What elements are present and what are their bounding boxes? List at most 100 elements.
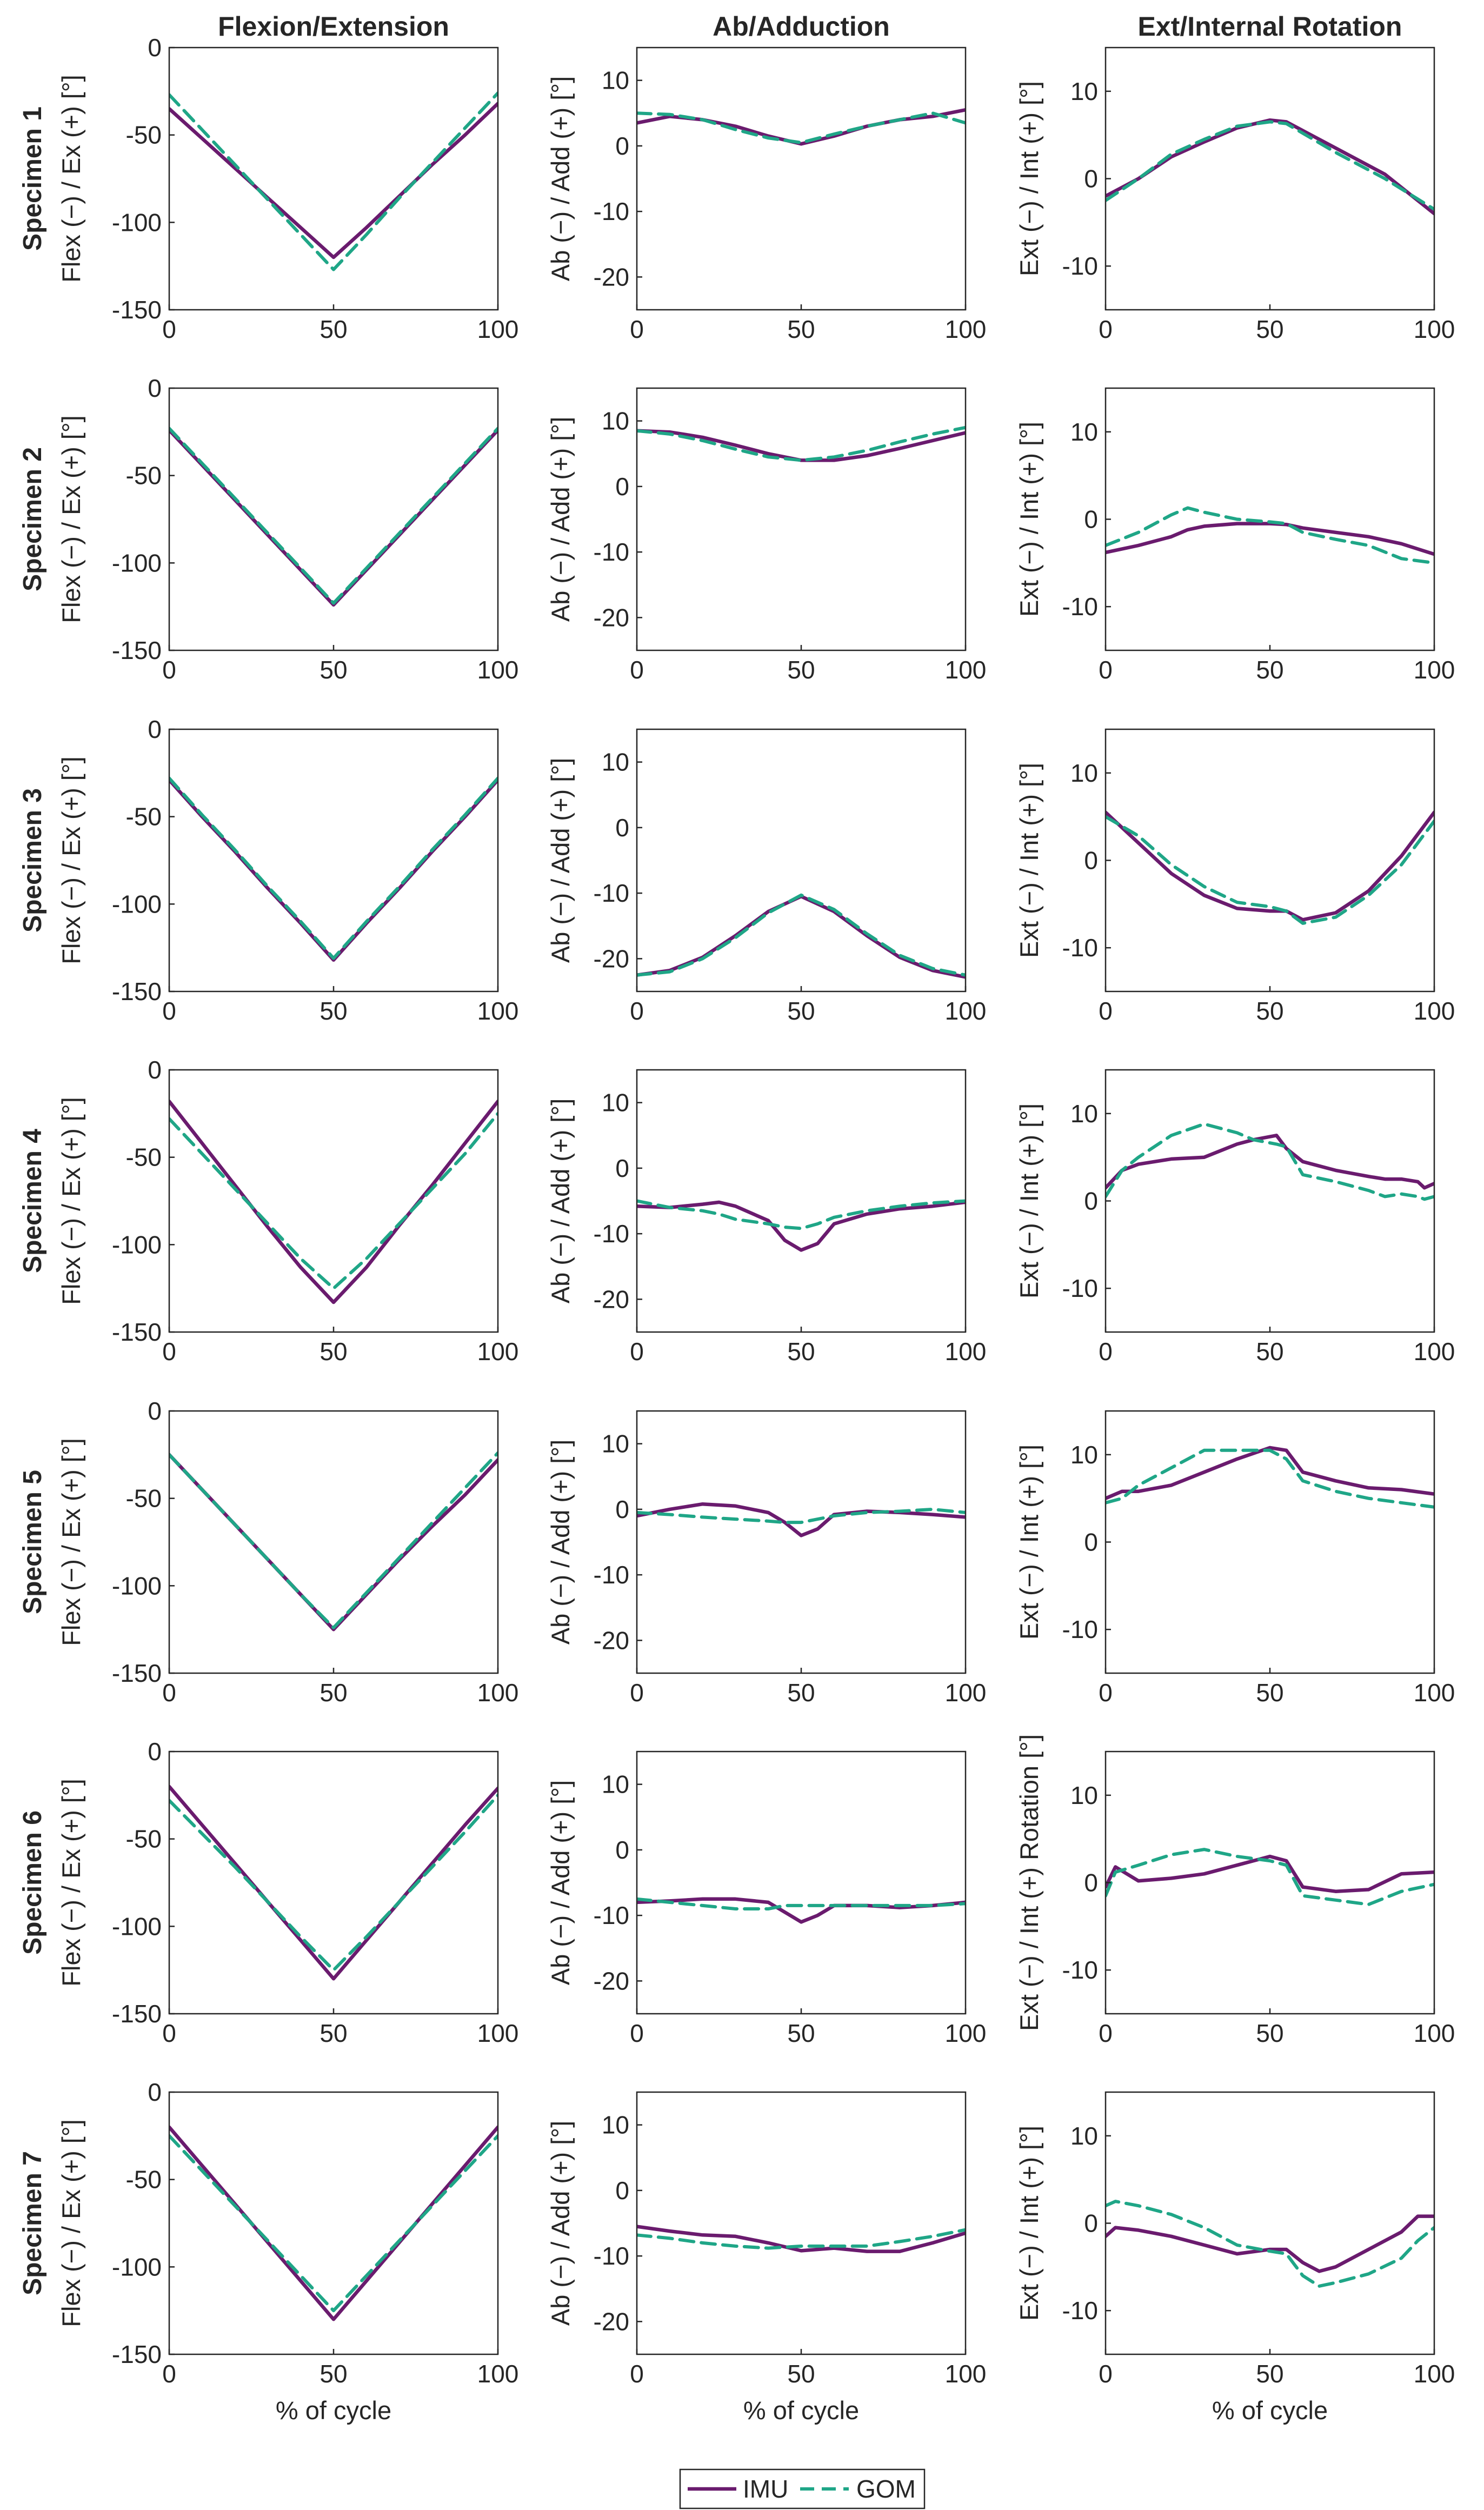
x-tick-label: 100 — [1414, 2360, 1455, 2388]
column-title: Ab/Adduction — [713, 11, 890, 42]
x-tick-label: 0 — [162, 2019, 176, 2047]
y-tick-label: -20 — [594, 1626, 629, 1654]
axes-box — [168, 1410, 499, 1674]
series-line-gom — [1106, 1448, 1434, 1509]
series-line-gom — [169, 1111, 498, 1290]
subplot: 0 50 100 -20 -10 0 10 Ab (−) / Add (+) [°] — [546, 387, 987, 684]
y-tick-label: -10 — [594, 197, 629, 225]
row-title: Specimen 6 — [18, 1810, 47, 1955]
axes-box — [1104, 2091, 1435, 2355]
y-tick-label: -50 — [126, 1825, 162, 1853]
x-tick-label: 0 — [162, 656, 176, 684]
series-line-gom — [169, 91, 498, 271]
axes-box — [636, 1410, 967, 1674]
y-tick-label: 10 — [1070, 1441, 1098, 1469]
series-line-gom — [637, 425, 966, 462]
series-line-gom — [637, 2228, 966, 2250]
series-line-imu — [637, 1200, 966, 1252]
y-tick-label: -10 — [1062, 592, 1098, 621]
y-tick-label: 0 — [615, 132, 629, 160]
y-tick-label: -10 — [594, 538, 629, 566]
legend: IMU GOM — [679, 2468, 926, 2509]
x-tick-label: 100 — [1414, 656, 1455, 684]
x-tick-label: 0 — [162, 315, 176, 343]
column-titles: Flexion/Extension Ab/Adduction Ext/Interna… — [218, 11, 1402, 42]
y-tick-label: 10 — [1070, 77, 1098, 105]
y-tick-label: 0 — [148, 1737, 162, 1766]
subplot: 0 50 100 -150 -100 -50 0 Flex (−) / Ex (+) [°] — [57, 374, 518, 684]
y-axis-label: Ext (−) / Int (+) [°] — [1015, 1103, 1043, 1299]
y-tick-label: -10 — [1062, 1274, 1098, 1302]
series-line-imu — [637, 2225, 966, 2253]
y-axis-label: Flex (−) / Ex (+) [°] — [57, 1779, 85, 1986]
y-tick-label: -100 — [112, 208, 162, 236]
series-line-gom — [169, 1793, 498, 1972]
y-tick-label: -10 — [594, 2242, 629, 2270]
y-axis-label: Flex (−) / Ex (+) [°] — [57, 75, 85, 282]
y-tick-label: -10 — [1062, 2296, 1098, 2325]
series-line-imu — [169, 778, 498, 962]
y-tick-label: -50 — [126, 1143, 162, 1171]
y-axis-label: Ext (−) / Int (+) [°] — [1015, 422, 1043, 617]
y-tick-label: 0 — [1084, 1869, 1098, 1897]
axes-box — [168, 1750, 499, 2015]
row-titles: Specimen 1 Specimen 2 Specimen 3 Specimen 4… — [18, 106, 47, 2295]
series-line-gom — [169, 776, 498, 960]
x-tick-label: 100 — [945, 656, 987, 684]
y-tick-label: -20 — [594, 263, 629, 291]
x-tick-label: 50 — [787, 2360, 815, 2388]
legend-label-gom: GOM — [856, 2475, 916, 2503]
y-tick-label: -10 — [1062, 252, 1098, 280]
y-tick-label: 0 — [615, 1836, 629, 1864]
x-tick-label: 50 — [787, 1679, 815, 1707]
y-tick-label: -100 — [112, 890, 162, 918]
y-axis-label: Ab (−) / Add (+) [°] — [546, 1440, 575, 1645]
x-tick-label: 100 — [945, 2360, 987, 2388]
y-tick-label: 0 — [615, 2176, 629, 2205]
y-tick-label: -10 — [594, 1561, 629, 1589]
y-tick-label: -150 — [112, 2000, 162, 2028]
y-tick-label: -10 — [594, 1901, 629, 1929]
x-tick-label: 0 — [162, 1337, 176, 1366]
axes-box — [168, 387, 499, 651]
series-line-gom — [1106, 2200, 1434, 2288]
y-axis-label: Ext (−) / Int (+) Rotation [°] — [1015, 1734, 1043, 2031]
y-axis-label: Ab (−) / Add (+) [°] — [546, 758, 575, 963]
y-tick-label: 10 — [1070, 1781, 1098, 1809]
subplot: 0 50 100 -10 0 10 Ext (−) / Int (+) [°] — [1015, 387, 1455, 684]
series-line-gom — [637, 1507, 966, 1524]
x-tick-label: 0 — [630, 2360, 644, 2388]
x-tick-label: 50 — [320, 997, 347, 1025]
y-tick-label: -20 — [594, 1967, 629, 1995]
y-tick-label: 10 — [602, 66, 629, 95]
y-tick-label: 10 — [1070, 1100, 1098, 1128]
series-line-imu — [169, 428, 498, 607]
y-tick-label: -50 — [126, 803, 162, 831]
y-axis-label: Ext (−) / Int (+) [°] — [1015, 2126, 1043, 2321]
x-tick-label: 100 — [945, 1679, 987, 1707]
x-tick-label: 50 — [320, 315, 347, 343]
axes-box — [1104, 387, 1435, 651]
series-line-gom — [169, 1451, 498, 1629]
y-tick-label: -20 — [594, 603, 629, 631]
y-tick-label: -100 — [112, 1912, 162, 1940]
x-tick-label: 0 — [1099, 2019, 1113, 2047]
series-line-gom — [637, 893, 966, 977]
x-tick-label: 100 — [477, 1679, 519, 1707]
x-tick-label: 100 — [477, 1337, 519, 1366]
subplot: 0 50 100 -10 0 10 Ext (−) / Int (+) [°] — [1015, 1069, 1455, 1366]
y-tick-label: 0 — [1084, 505, 1098, 534]
y-axis-label: Ext (−) / Int (+) [°] — [1015, 81, 1043, 276]
y-axis-label: Ab (−) / Add (+) [°] — [546, 2121, 575, 2326]
y-tick-label: -150 — [112, 1659, 162, 1687]
axes-box — [636, 387, 967, 651]
y-tick-label: -20 — [594, 1285, 629, 1313]
x-tick-label: 50 — [1256, 997, 1283, 1025]
y-tick-label: -50 — [126, 121, 162, 149]
x-axis-label: % of cycle — [1212, 2396, 1328, 2425]
x-tick-label: 50 — [1256, 1679, 1283, 1707]
x-tick-label: 100 — [945, 315, 987, 343]
x-tick-label: 0 — [630, 997, 644, 1025]
x-tick-label: 50 — [787, 2019, 815, 2047]
